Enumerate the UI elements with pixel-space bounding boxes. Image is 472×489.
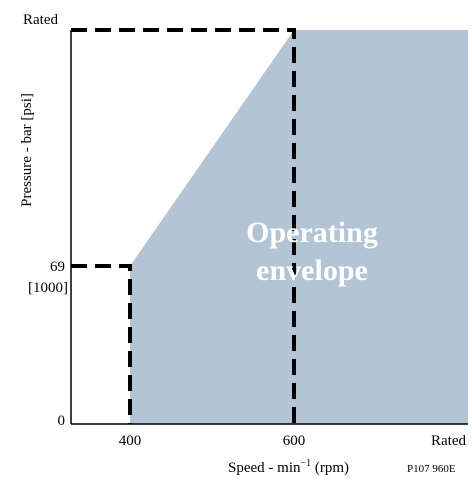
- region-label-line1: Operating: [246, 216, 378, 249]
- y-tick-label-69-psi: [1000]: [28, 280, 68, 296]
- x-axis-label-unit: (rpm): [311, 460, 349, 476]
- figure-code: P107 960E: [407, 463, 456, 475]
- x-axis-label-main: Speed - min: [228, 460, 301, 476]
- x-axis-label-superscript: −1: [301, 458, 312, 469]
- x-tick-label-400: 400: [119, 433, 142, 449]
- rated-limit-dashed-line: [71, 28, 296, 424]
- x-tick-label-600: 600: [283, 433, 306, 449]
- x-axis-label: Speed - min−1 (rpm): [228, 458, 349, 476]
- low-limit-dashed-line: [71, 264, 132, 424]
- x-tick-label-rated: Rated: [431, 433, 466, 449]
- y-tick-label-0: 0: [58, 413, 66, 429]
- y-tick-label-rated: Rated: [23, 12, 58, 28]
- operating-envelope-region: [130, 30, 468, 424]
- region-label-line2: envelope: [256, 254, 368, 287]
- y-tick-label-69: 69: [50, 259, 65, 275]
- y-axis-label: Pressure - bar [psi]: [19, 93, 35, 207]
